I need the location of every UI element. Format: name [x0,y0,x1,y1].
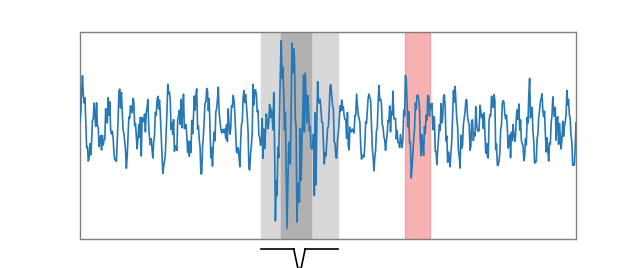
Bar [281,32,310,239]
Bar [261,32,338,239]
Bar [405,32,429,239]
